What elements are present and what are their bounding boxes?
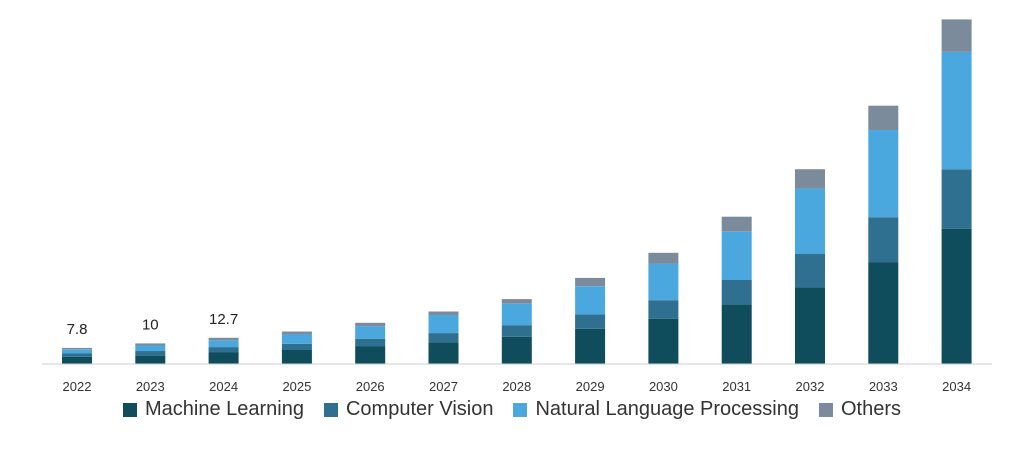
bar-2029-computer-vision: [575, 314, 606, 329]
legend-item-computer-vision: Computer Vision: [323, 398, 494, 421]
bar-2026-others: [355, 322, 386, 327]
legend-item-others: Others: [818, 398, 902, 421]
x-tick-labels: 2022 2023 2024 2025 2026 2027 2028 2029 2030 2031…: [63, 379, 972, 394]
bar-2030-computer-vision: [648, 300, 679, 319]
data-label-2022: 7.8: [67, 321, 88, 338]
bar-2025-computer-vision: [281, 343, 312, 350]
bar-2026-computer-vision: [355, 338, 386, 347]
bar-2022-others: [62, 347, 92, 350]
bars-group: [62, 19, 972, 364]
legend-swatch-others: [818, 402, 833, 417]
data-labels: 7.8 10 12.7: [67, 311, 239, 338]
x-tick-label-2022: 2022: [63, 379, 92, 394]
bar-2033-others: [868, 105, 899, 130]
legend: Machine Learning Computer Vision Natural…: [0, 398, 1024, 421]
bar-2026-natural-language-processing: [355, 326, 386, 339]
bar-2024-machine-learning: [208, 352, 239, 364]
bar-2023-machine-learning: [135, 355, 166, 364]
bar-2023-others: [135, 343, 166, 346]
bar-2033-machine-learning: [868, 262, 899, 364]
bar-2023-computer-vision: [135, 351, 166, 356]
bar-2022-natural-language-processing: [62, 349, 92, 354]
x-tick-label-2027: 2027: [429, 379, 458, 394]
x-tick-label-2031: 2031: [722, 379, 751, 394]
data-label-2023: 10: [142, 316, 159, 333]
bar-2031-computer-vision: [721, 280, 752, 305]
bar-2029-machine-learning: [575, 328, 606, 364]
bar-2022-machine-learning: [62, 356, 92, 364]
bar-2031-machine-learning: [721, 304, 752, 364]
legend-label-machine-learning: Machine Learning: [144, 398, 304, 420]
x-tick-label-2033: 2033: [869, 379, 898, 394]
bar-2034-natural-language-processing: [941, 52, 972, 170]
bar-2024-others: [208, 337, 239, 341]
bar-2033-computer-vision: [868, 217, 899, 263]
legend-item-natural-language-processing: Natural Language Processing: [513, 398, 799, 421]
x-tick-label-2030: 2030: [649, 379, 678, 394]
bar-2029-others: [575, 277, 606, 287]
bar-2033-natural-language-processing: [868, 130, 899, 218]
x-tick-label-2028: 2028: [502, 379, 531, 394]
bar-2034-machine-learning: [941, 228, 972, 364]
bar-2025-natural-language-processing: [281, 334, 312, 344]
bar-2034-computer-vision: [941, 169, 972, 229]
bar-2031-natural-language-processing: [721, 231, 752, 280]
legend-swatch-natural-language-processing: [513, 402, 528, 417]
bar-2029-natural-language-processing: [575, 286, 606, 315]
legend-item-machine-learning: Machine Learning: [122, 398, 304, 421]
bar-2027-machine-learning: [428, 342, 459, 364]
bar-2024-natural-language-processing: [208, 340, 239, 348]
bar-2030-others: [648, 252, 679, 264]
bar-2032-computer-vision: [795, 254, 825, 288]
bar-2023-natural-language-processing: [135, 345, 166, 352]
bar-2028-others: [501, 299, 532, 304]
bar-2027-computer-vision: [428, 333, 459, 343]
bar-2030-machine-learning: [648, 318, 679, 364]
bar-2032-machine-learning: [795, 287, 825, 364]
bar-2031-others: [721, 216, 752, 232]
bar-2028-machine-learning: [501, 336, 532, 364]
legend-label-others: Others: [840, 398, 902, 420]
legend-swatch-machine-learning: [122, 402, 137, 417]
bar-2027-natural-language-processing: [428, 315, 459, 334]
legend-label-natural-language-processing: Natural Language Processing: [535, 398, 799, 420]
bar-2026-machine-learning: [355, 346, 386, 364]
bar-2024-computer-vision: [208, 347, 239, 353]
bar-2027-others: [428, 311, 459, 315]
bar-2034-others: [941, 19, 972, 52]
bar-2022-computer-vision: [62, 353, 92, 357]
bar-2028-computer-vision: [501, 325, 532, 337]
bar-2025-others: [281, 331, 312, 335]
x-tick-label-2034: 2034: [942, 379, 971, 394]
stacked-bar-chart: 2022 2023 2024 2025 2026 2027 2028 2029 2030 2031…: [42, 19, 992, 394]
x-tick-label-2023: 2023: [136, 379, 165, 394]
bar-2028-natural-language-processing: [501, 303, 532, 326]
legend-swatch-computer-vision: [323, 402, 338, 417]
x-tick-label-2029: 2029: [576, 379, 605, 394]
bar-2032-natural-language-processing: [795, 188, 825, 254]
x-tick-label-2026: 2026: [356, 379, 385, 394]
bar-2025-machine-learning: [281, 350, 312, 364]
x-tick-label-2032: 2032: [796, 379, 825, 394]
x-tick-label-2024: 2024: [209, 379, 238, 394]
legend-label-computer-vision: Computer Vision: [345, 398, 494, 420]
x-tick-label-2025: 2025: [282, 379, 311, 394]
bar-2032-others: [795, 169, 825, 189]
bar-2030-natural-language-processing: [648, 263, 679, 301]
data-label-2024: 12.7: [209, 311, 238, 328]
